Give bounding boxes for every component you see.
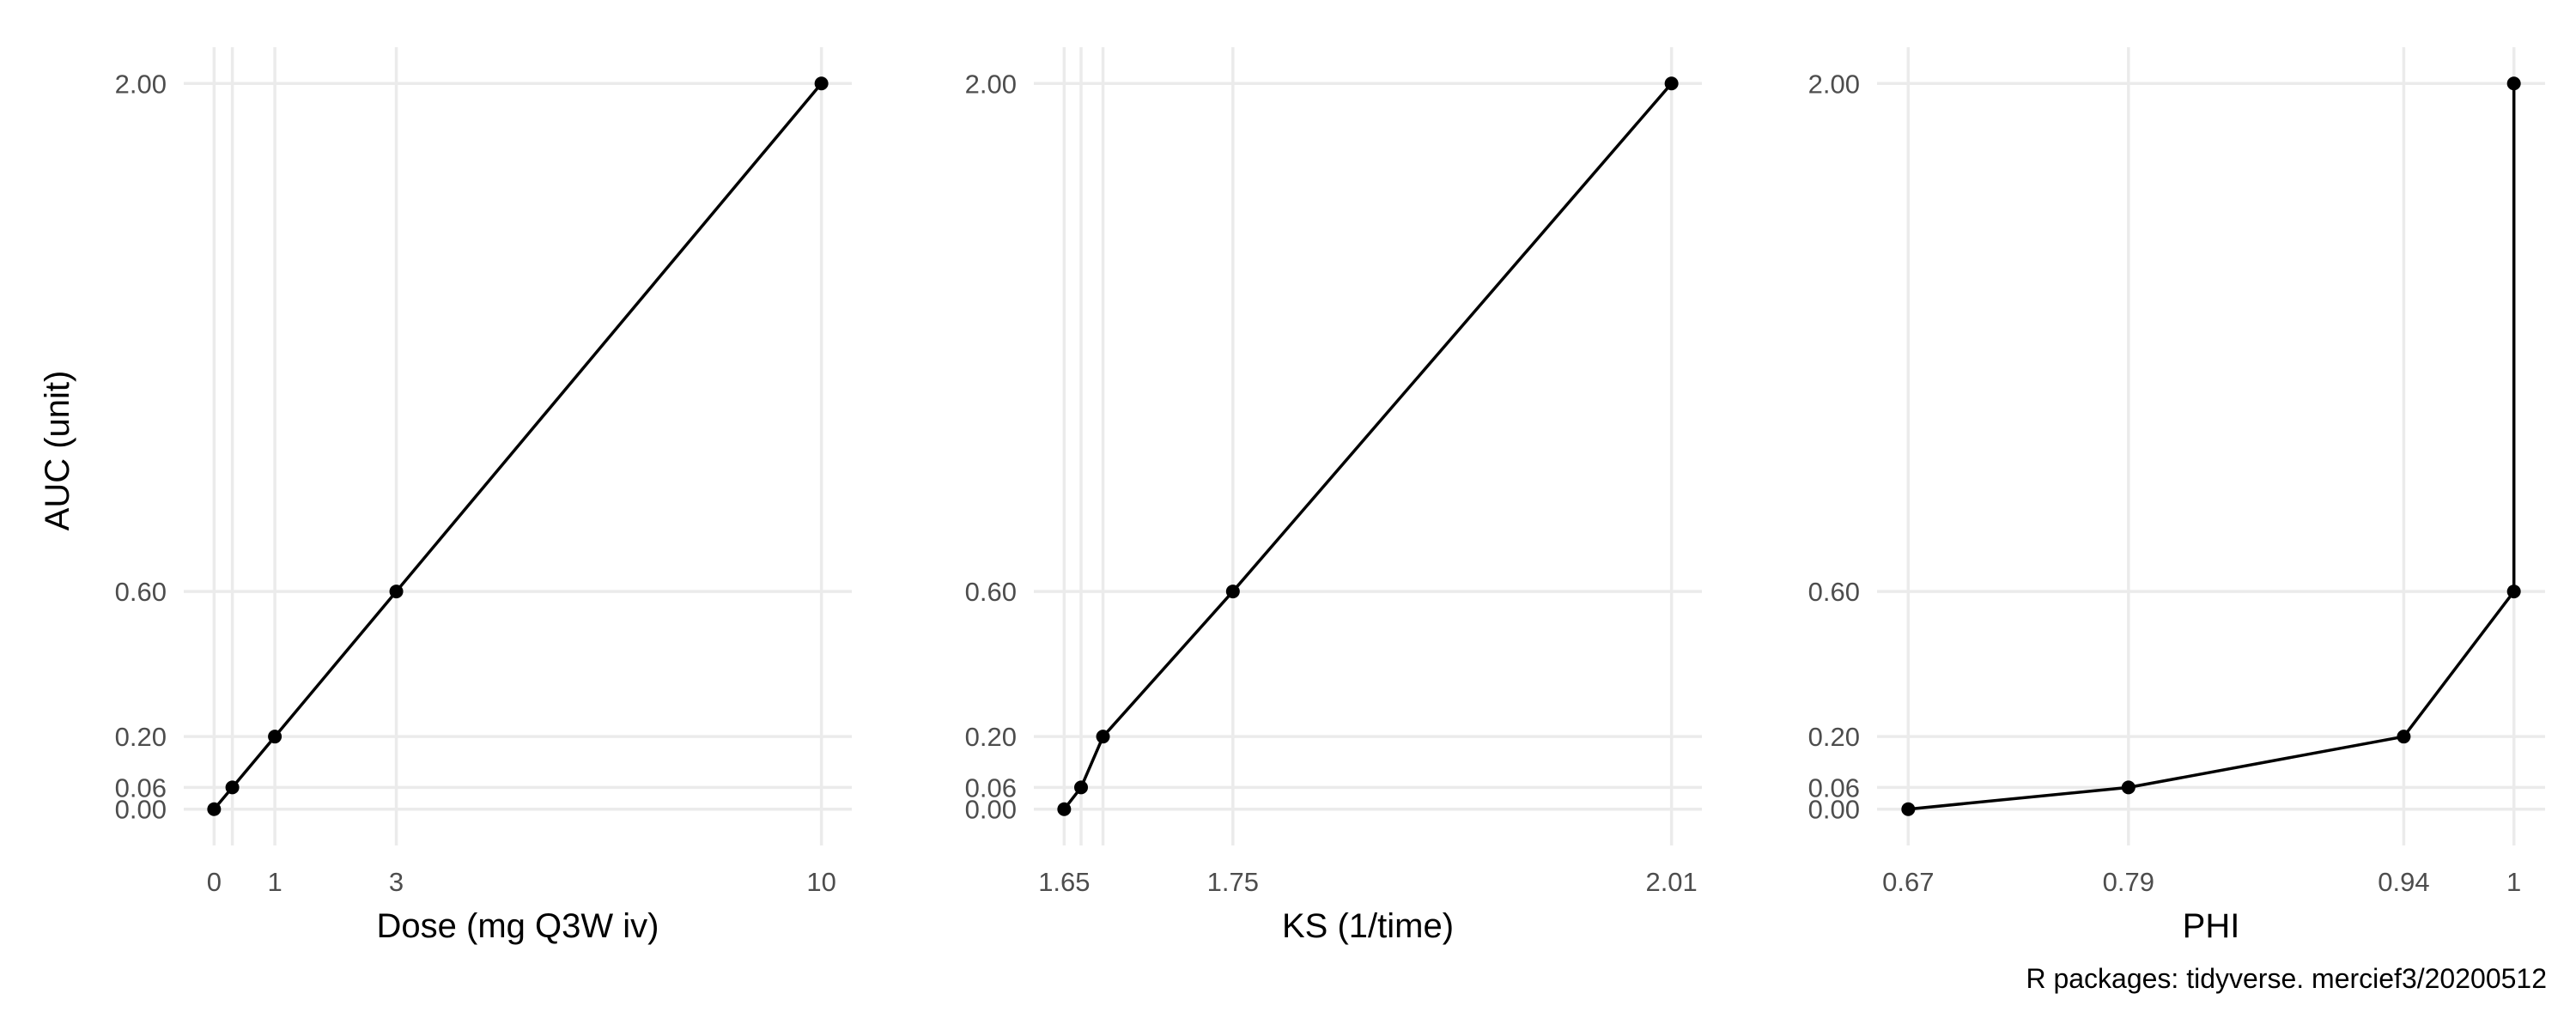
data-point — [268, 730, 283, 744]
data-point — [225, 780, 240, 795]
data-point — [2506, 585, 2521, 599]
x-tick-label: 0 — [207, 867, 222, 897]
data-point — [2397, 730, 2411, 744]
y-tick-label: 0.06 — [965, 772, 1017, 803]
x-axis-title: Dose (mg Q3W iv) — [377, 907, 659, 945]
x-tick-label: 1 — [267, 867, 282, 897]
x-tick-label: 10 — [806, 867, 835, 897]
y-tick-label: 0.20 — [115, 722, 167, 752]
x-tick-label: 1.75 — [1207, 867, 1259, 897]
data-point — [1664, 76, 1679, 91]
x-tick-label: 0.67 — [1882, 867, 1934, 897]
data-point — [1074, 780, 1089, 795]
x-tick-label: 0.94 — [2378, 867, 2429, 897]
data-point — [1057, 802, 1072, 816]
data-point — [1225, 585, 1240, 599]
y-tick-label: 2.00 — [1808, 69, 1860, 99]
panel-1: 0.000.06 0.20 0.60 2.00 0 1 3 10 Dose (mg Q3W iv… — [115, 47, 852, 945]
panel-3: 0.000.06 0.20 0.60 2.00 0.67 0.79 0.94 1 PHI — [1808, 47, 2545, 945]
data-point — [2506, 76, 2521, 91]
panel-2: 0.000.06 0.20 0.60 2.00 1.65 1.75 2.01 KS (1/ti… — [965, 47, 1702, 945]
data-point — [814, 76, 829, 91]
y-tick-label: 0.60 — [115, 577, 167, 607]
series-line — [1063, 82, 1673, 810]
data-point — [1096, 730, 1110, 744]
series-line — [1908, 83, 2516, 811]
x-tick-label: 0.79 — [2103, 867, 2154, 897]
x-axis-title: KS (1/time) — [1282, 907, 1454, 945]
y-tick-label: 0.60 — [1808, 577, 1860, 607]
x-axis-title: PHI — [2183, 907, 2240, 945]
y-tick-label: 0.06 — [1808, 772, 1860, 803]
y-tick-label: 2.00 — [965, 69, 1017, 99]
y-tick-label: 0.20 — [1808, 722, 1860, 752]
y-tick-label: 0.60 — [965, 577, 1017, 607]
data-point — [2121, 780, 2136, 795]
data-point — [389, 585, 404, 599]
series-line — [213, 82, 823, 810]
y-tick-label: 0.00 — [115, 795, 167, 825]
data-point — [1901, 802, 1916, 816]
y-tick-label: 0.06 — [115, 772, 167, 803]
y-tick-label: 0.00 — [1808, 795, 1860, 825]
x-tick-label: 1 — [2506, 867, 2521, 897]
y-tick-label: 2.00 — [115, 69, 167, 99]
data-point — [207, 802, 222, 816]
y-tick-label: 0.20 — [965, 722, 1017, 752]
x-tick-label: 2.01 — [1645, 867, 1697, 897]
y-tick-label: 0.00 — [965, 795, 1017, 825]
caption: R packages: tidyverse. mercief3/20200512 — [2026, 963, 2547, 994]
y-axis-title: AUC (unit) — [39, 371, 76, 531]
x-tick-label: 1.65 — [1038, 867, 1090, 897]
x-tick-label: 3 — [389, 867, 404, 897]
